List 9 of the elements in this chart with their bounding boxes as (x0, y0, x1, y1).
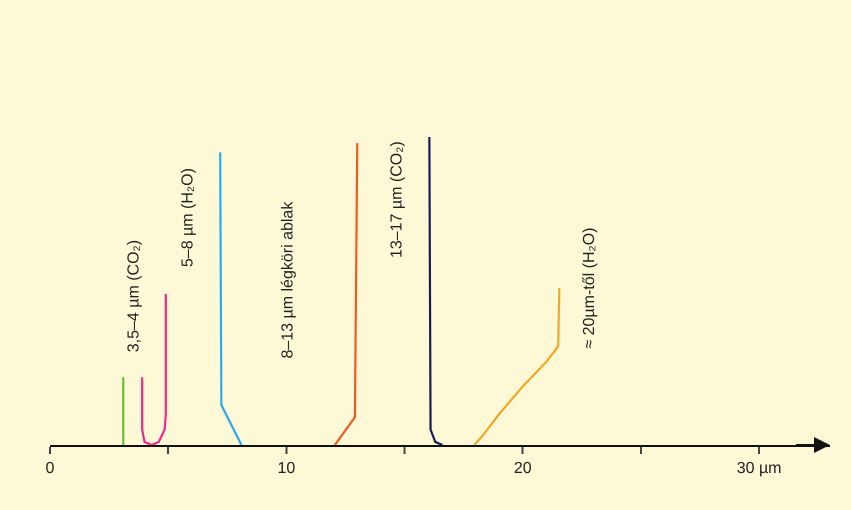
text: 13–17 µm (CO₂) (388, 141, 406, 258)
x-tick-label: 20 (514, 460, 532, 478)
annotation: 8–13 µm légköri ablak (280, 200, 297, 359)
x-tick-label: 30 µm (736, 460, 782, 478)
x-tick-label: 10 (277, 460, 296, 478)
text: ≈ 20µm-től (H₂O) (581, 227, 598, 349)
text: 3,5–4 µm (CO₂) (125, 240, 142, 352)
text: 5–8 µm (H₂O) (179, 168, 196, 268)
x-tick-label: 0 (46, 460, 55, 478)
